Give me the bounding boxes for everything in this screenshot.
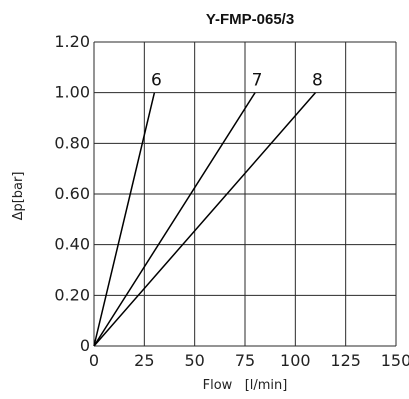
x-tick-label: 25 [134, 351, 154, 370]
x-tick-label: 125 [330, 351, 361, 370]
x-tick-label: 0 [89, 351, 99, 370]
y-tick-label: 0.20 [54, 285, 90, 304]
x-tick-label: 100 [280, 351, 311, 370]
series-line-8 [93, 92, 317, 347]
x-tick-label: 50 [184, 351, 204, 370]
y-tick-label: 1.00 [54, 83, 90, 102]
x-axis-label: Flow [l/min] [203, 378, 288, 393]
series-label-7: 7 [252, 71, 263, 91]
y-tick-label: 1.20 [54, 32, 90, 51]
series-layer: 6 7 8 [93, 71, 323, 347]
y-tick-label: 0.60 [54, 184, 90, 203]
y-tick-label: 0.80 [54, 133, 90, 152]
y-axis-label: Δp[bar] [11, 172, 26, 221]
series-label-6: 6 [151, 71, 162, 91]
chart-grid [93, 41, 397, 347]
chart-title: Y-FMP-065/3 [206, 11, 294, 28]
y-axis-ticks: 0 0.20 0.40 0.60 0.80 1.00 1.20 [54, 32, 90, 355]
y-tick-label: 0.40 [54, 235, 90, 254]
x-axis-ticks: 0 25 50 75 100 125 150 [89, 351, 409, 370]
series-line-6 [93, 92, 156, 347]
y-tick-label: 0 [80, 336, 90, 355]
x-tick-label: 75 [235, 351, 255, 370]
x-tick-label: 150 [381, 351, 409, 370]
series-line-7 [93, 92, 256, 347]
series-label-8: 8 [312, 71, 323, 91]
